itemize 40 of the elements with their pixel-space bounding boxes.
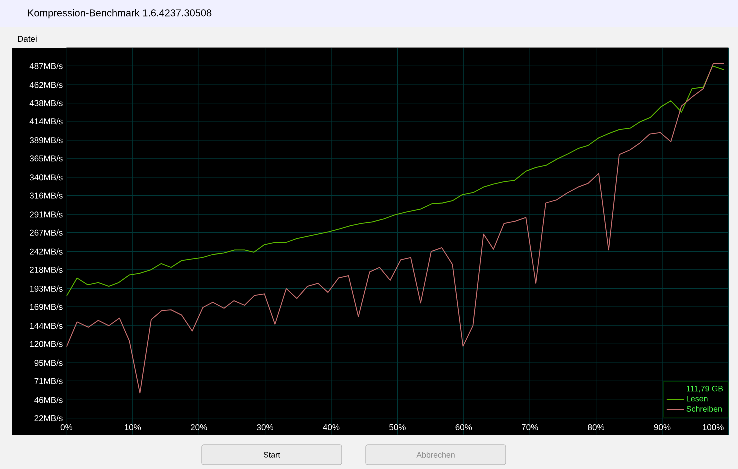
- y-tick-label: 22MB/s: [34, 415, 63, 422]
- y-tick-label: 242MB/s: [30, 248, 63, 255]
- y-tick-label: 462MB/s: [30, 82, 63, 88]
- y-tick-label: 316MB/s: [30, 192, 63, 199]
- y-tick-label: 71MB/s: [34, 378, 63, 384]
- y-tick-label: 365MB/s: [30, 155, 63, 162]
- legend-label: Lesen: [687, 396, 708, 402]
- y-tick-label: 144MB/s: [30, 322, 63, 330]
- x-tick-label: 30%: [257, 424, 274, 430]
- y-tick-label: 95MB/s: [34, 360, 63, 366]
- text: Datei: [18, 36, 37, 42]
- y-tick-label: 267MB/s: [30, 230, 63, 236]
- y-tick-label: 487MB/s: [30, 63, 63, 70]
- x-tick-label: 40%: [323, 424, 340, 430]
- y-tick-label: 218MB/s: [30, 266, 63, 274]
- x-tick-label: 100%: [703, 424, 724, 430]
- y-tick-label: 46MB/s: [34, 397, 63, 404]
- x-tick-label: 60%: [456, 424, 472, 430]
- line-series: [66, 63, 725, 394]
- y-tick-label: 414MB/s: [30, 118, 63, 125]
- x-tick-label: 80%: [588, 424, 605, 430]
- line-series: [66, 66, 725, 297]
- y-tick-label: 291MB/s: [30, 211, 63, 218]
- y-tick-label: 340MB/s: [30, 174, 63, 181]
- y-tick-label: 120MB/s: [30, 340, 63, 348]
- y-tick-label: 169MB/s: [30, 304, 63, 310]
- x-tick-label: 90%: [654, 424, 671, 430]
- y-tick-label: 193MB/s: [30, 286, 63, 292]
- x-tick-label: 50%: [390, 424, 406, 430]
- x-tick-label: 70%: [522, 424, 538, 430]
- text: Abbrechen: [416, 452, 455, 458]
- y-tick-label: 438MB/s: [30, 100, 63, 106]
- legend-title: 111,79 GB: [687, 386, 724, 393]
- x-tick-label: 10%: [125, 424, 142, 430]
- y-tick-label: 389MB/s: [30, 137, 63, 144]
- chart-title: Kompression-Benchmark 1.6.4237.30508: [28, 9, 212, 19]
- x-tick-label: 20%: [191, 424, 208, 430]
- x-tick-label: 0%: [60, 424, 73, 430]
- legend-label: Schreiben: [686, 406, 722, 412]
- text: Start: [264, 452, 280, 458]
